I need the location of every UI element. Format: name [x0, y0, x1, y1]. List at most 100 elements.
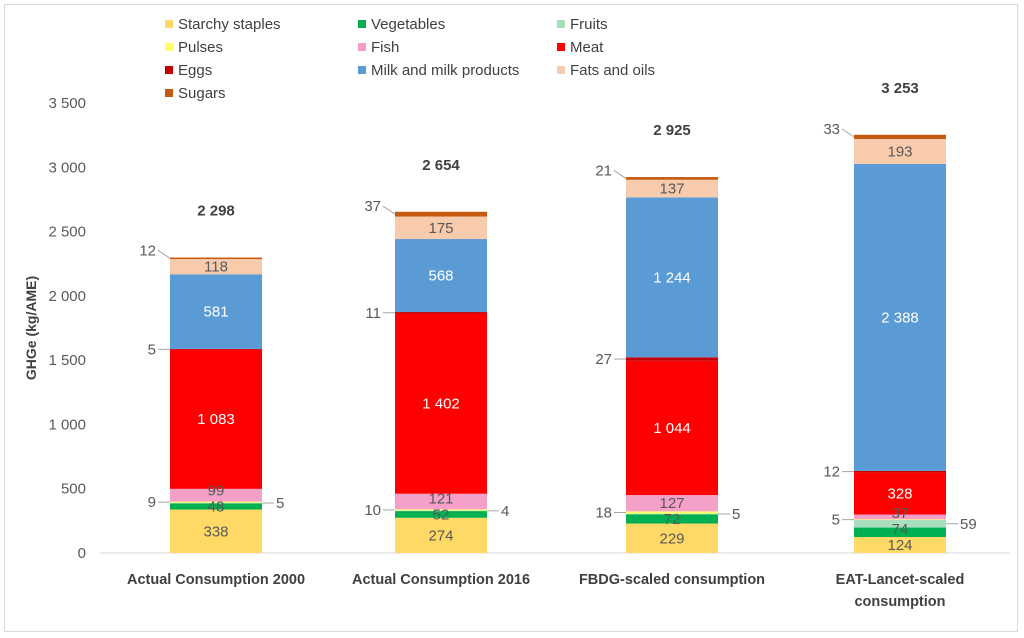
- legend-label: Meat: [570, 39, 604, 56]
- bar-segment: [395, 511, 487, 518]
- bar-segment: [626, 513, 718, 515]
- bar-value-label: 5: [732, 506, 740, 523]
- bar-segment: [395, 312, 487, 314]
- legend-swatch: [165, 89, 173, 97]
- x-tick-label: Actual Consumption 2000: [127, 572, 305, 588]
- bar-value-label: 27: [595, 351, 612, 368]
- y-tick-label: 1 500: [48, 352, 86, 369]
- bar-segment: [626, 179, 718, 198]
- y-tick-label: 3 500: [48, 95, 86, 112]
- bar-value-label: 1 402: [422, 396, 460, 413]
- y-axis-label: GHGe (kg/AME): [23, 276, 39, 380]
- y-tick-label: 500: [61, 481, 86, 498]
- bar-segment: [395, 509, 487, 511]
- bar-segment: [395, 313, 487, 494]
- legend-label: Fruits: [570, 16, 608, 33]
- bar-segment: [170, 349, 262, 489]
- leader-line: [157, 249, 171, 259]
- legend-swatch: [557, 20, 565, 28]
- bar-segment: [854, 470, 946, 473]
- bar-value-label: 74: [892, 521, 909, 538]
- legend-label: Fish: [371, 39, 399, 56]
- bar-segment: [395, 216, 487, 240]
- bar-segment: [626, 523, 718, 553]
- y-tick-label: 3 000: [48, 159, 86, 176]
- bar-segment: [854, 134, 946, 139]
- bar-segment: [170, 488, 262, 502]
- bar-segment: [854, 163, 946, 471]
- legend-swatch: [358, 20, 366, 28]
- bar-value-label: 1 244: [653, 269, 691, 286]
- bar-value-label: 5: [148, 341, 156, 358]
- legend-swatch: [557, 66, 565, 74]
- chart-frame: [4, 4, 1018, 632]
- bar-value-label: 5: [276, 495, 284, 512]
- bar-value-label: 72: [664, 511, 681, 528]
- bar-segment: [395, 493, 487, 510]
- bar-value-label: 5: [832, 512, 840, 529]
- bar-value-label: 33: [823, 121, 840, 138]
- bar-value-label: 4: [501, 503, 509, 520]
- bar-value-label: 52: [433, 506, 450, 523]
- bar-segment: [854, 139, 946, 164]
- bar-segment: [170, 348, 262, 350]
- bar-segment: [170, 502, 262, 504]
- bar-segment: [854, 514, 946, 520]
- bar-value-label: 59: [960, 516, 977, 533]
- bar-segment: [395, 510, 487, 512]
- bar-value-label: 193: [887, 143, 912, 160]
- y-tick-label: 2 500: [48, 224, 86, 241]
- bar-segment: [626, 360, 718, 496]
- legend-label: Sugars: [178, 85, 226, 102]
- bar-value-label: 1 044: [653, 420, 691, 437]
- legend: Starchy staples Vegetables Fruits Pulses Fis…: [165, 16, 655, 102]
- x-tick-label: FBDG-scaled consumption: [579, 572, 765, 588]
- bar-value-label: 1 083: [197, 411, 235, 428]
- bar-segment: [854, 519, 946, 520]
- bar-total-label: 2 654: [422, 157, 460, 174]
- bar-value-label: 338: [203, 523, 228, 540]
- bar-total-label: 2 298: [197, 203, 235, 220]
- y-tick-label: 2 000: [48, 288, 86, 305]
- bar-value-label: 229: [659, 530, 684, 547]
- bar-segment: [395, 517, 487, 553]
- y-tick-label: 1 000: [48, 416, 86, 433]
- leader-line: [382, 205, 396, 215]
- leader-line: [841, 128, 855, 138]
- y-tick-label: 0: [78, 545, 86, 562]
- bar-value-label: 10: [364, 502, 381, 519]
- bar-value-label: 9: [148, 494, 156, 511]
- bar-segment: [395, 211, 487, 217]
- bar-value-label: 99: [208, 482, 225, 499]
- bar-value-label: 121: [428, 490, 453, 507]
- bar-segment: [170, 509, 262, 553]
- bar-segment: [170, 257, 262, 260]
- legend-label: Starchy staples: [178, 16, 281, 33]
- legend-label: Fats and oils: [570, 62, 655, 79]
- bar-segment: [626, 357, 718, 361]
- bar-value-label: 274: [428, 527, 453, 544]
- x-axis: Actual Consumption 2000 Actual Consumptio…: [127, 572, 964, 610]
- bar-total-label: 3 253: [881, 80, 919, 97]
- legend-swatch: [358, 43, 366, 51]
- bar-segment: [626, 197, 718, 358]
- legend-label: Pulses: [178, 39, 223, 56]
- bar-value-label: 137: [659, 181, 684, 198]
- bar-segment: [395, 239, 487, 313]
- bar-value-label: 581: [203, 304, 228, 321]
- bar-segment: [854, 472, 946, 515]
- bar-segment: [170, 259, 262, 275]
- bar-value-label: 18: [595, 505, 612, 522]
- bar-value-label: 12: [139, 242, 156, 259]
- bar-value-label: 12: [823, 464, 840, 481]
- bar-value-label: 568: [428, 268, 453, 285]
- bar-segment: [626, 177, 718, 180]
- bar-segment: [626, 511, 718, 514]
- bar-segment: [170, 274, 262, 349]
- legend-label: Milk and milk products: [371, 62, 519, 79]
